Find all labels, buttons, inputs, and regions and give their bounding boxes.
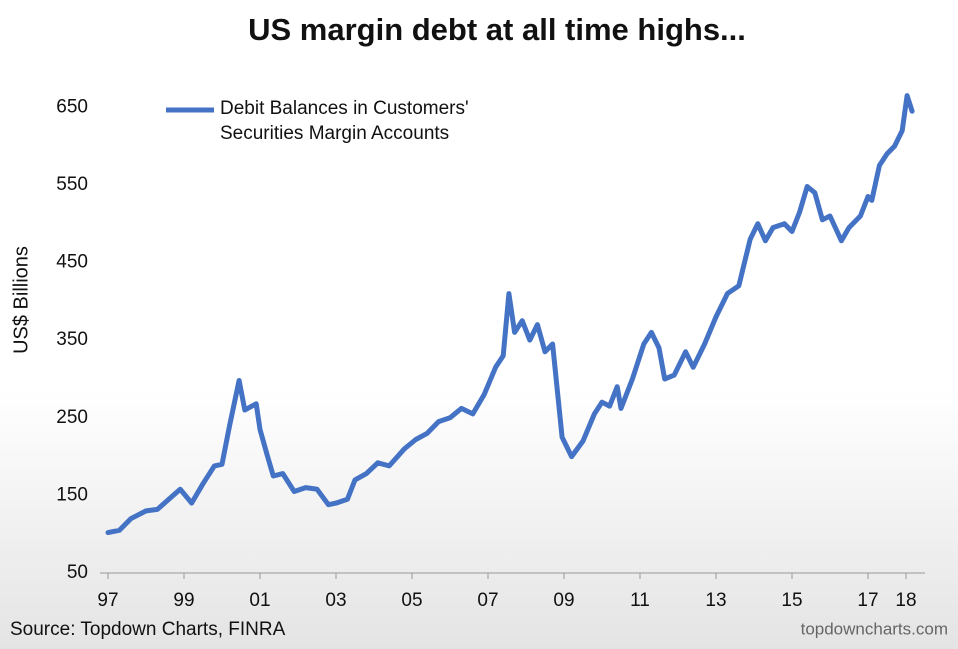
watermark: topdowncharts.com [801, 619, 948, 638]
y-tick-label: 550 [56, 174, 88, 195]
x-tick-label: 13 [705, 590, 726, 611]
y-tick-label: 250 [56, 407, 88, 428]
line-series [105, 93, 915, 536]
x-tick-label: 09 [553, 590, 574, 611]
x-tick-label: 07 [477, 590, 498, 611]
y-tick-label: 650 [56, 96, 88, 117]
x-tick-label: 03 [325, 590, 346, 611]
x-tick-label: 97 [97, 590, 118, 611]
y-tick-label: 150 [56, 484, 88, 505]
x-tick-label: 18 [895, 590, 916, 611]
x-tick-label: 05 [401, 590, 422, 611]
y-tick-label: 350 [56, 329, 88, 350]
chart-title: US margin debt at all time highs... [248, 12, 746, 47]
x-tick-label: 11 [630, 590, 650, 611]
y-axis-label: US$ Billions [10, 246, 32, 354]
legend-label: Debit Balances in Customers' Securities … [220, 98, 469, 144]
y-tick-label: 450 [56, 252, 88, 273]
source: Source: Topdown Charts, FINRA [10, 619, 286, 640]
x-tick-label: 01 [249, 590, 270, 611]
y-tick-label: 50 [67, 562, 88, 583]
x-tick-label: 99 [173, 590, 194, 611]
x-tick-label: 17 [857, 590, 878, 611]
x-tick-label: 15 [781, 590, 802, 611]
legend-label-box: Debit Balances in Customers' Securities … [220, 98, 469, 144]
legend: Debit Balances in Customers' Securities … [166, 98, 469, 144]
